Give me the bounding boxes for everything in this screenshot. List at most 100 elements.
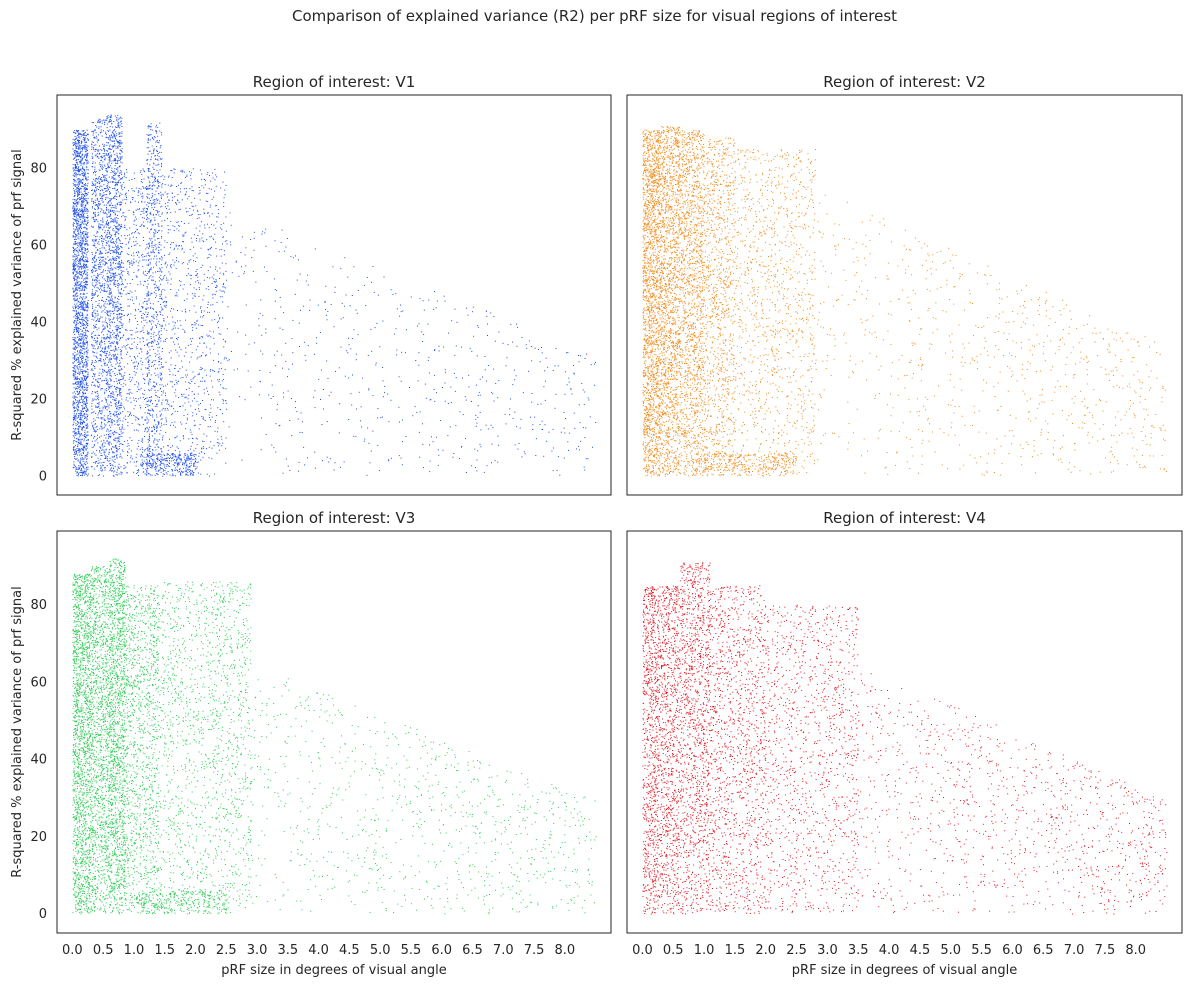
data-point (102, 119, 104, 121)
data-point (80, 383, 82, 385)
data-point (104, 347, 106, 349)
data-point (85, 470, 87, 472)
data-point (103, 338, 105, 340)
data-point (142, 168, 144, 170)
data-point (100, 469, 102, 471)
data-point (102, 310, 104, 312)
data-point (77, 400, 79, 402)
data-point (74, 186, 76, 187)
data-point (92, 398, 94, 400)
data-point (111, 396, 113, 397)
data-point (105, 346, 107, 348)
data-point (97, 406, 98, 408)
data-point (91, 426, 93, 428)
data-point (72, 236, 74, 238)
data-point (73, 378, 75, 380)
data-point (142, 186, 144, 188)
data-point (81, 428, 83, 430)
data-point (100, 423, 102, 425)
data-point (141, 254, 142, 256)
data-point (85, 403, 87, 405)
data-point (95, 279, 97, 281)
data-point (135, 237, 137, 239)
data-point (112, 171, 114, 173)
data-point (75, 283, 77, 285)
data-point (93, 331, 95, 333)
data-point (109, 335, 111, 337)
data-point (77, 378, 79, 380)
data-point (99, 407, 101, 409)
data-point (118, 166, 120, 168)
data-point (110, 435, 112, 437)
data-point (76, 272, 78, 274)
data-point (113, 211, 114, 213)
data-point (122, 177, 123, 179)
data-point (96, 391, 98, 393)
data-point (103, 184, 105, 186)
data-point (116, 133, 118, 135)
data-point (74, 144, 76, 146)
data-point (119, 328, 121, 329)
data-point (84, 146, 86, 148)
data-point (139, 389, 141, 391)
data-point (121, 162, 123, 164)
data-point (95, 320, 97, 322)
data-point (95, 180, 97, 182)
data-point (81, 256, 83, 258)
data-point (123, 334, 125, 336)
data-point (87, 363, 88, 365)
data-point (86, 154, 88, 156)
data-point (94, 334, 96, 336)
data-point (85, 173, 87, 175)
data-point (74, 212, 76, 214)
data-point (95, 171, 97, 172)
data-point (76, 206, 78, 208)
data-point (102, 380, 104, 381)
data-point (91, 130, 93, 132)
data-point (120, 262, 122, 264)
data-point (95, 284, 97, 286)
data-point (82, 422, 83, 424)
data-point (119, 392, 121, 394)
data-point (109, 404, 111, 406)
data-point (115, 234, 117, 236)
data-point (95, 238, 97, 240)
data-point (92, 206, 93, 208)
data-point (97, 120, 99, 122)
data-point (95, 431, 96, 433)
data-point (74, 203, 76, 205)
data-point (104, 391, 106, 393)
data-point (145, 259, 147, 261)
data-point (104, 258, 106, 260)
data-point (110, 358, 112, 360)
data-point (98, 182, 100, 184)
data-point (72, 310, 74, 312)
data-point (112, 188, 114, 190)
data-point (138, 209, 140, 211)
data-point (115, 162, 117, 164)
data-point (87, 387, 89, 389)
data-point (115, 450, 117, 452)
data-point (75, 434, 77, 436)
data-point (114, 159, 116, 160)
data-point (86, 425, 87, 427)
data-point (104, 454, 106, 456)
data-point (77, 359, 79, 361)
data-point (101, 289, 102, 291)
data-point (103, 155, 105, 157)
data-point (105, 177, 107, 179)
data-point (107, 187, 108, 189)
data-point (130, 450, 132, 452)
data-point (93, 213, 94, 215)
data-point (101, 235, 103, 237)
data-point (111, 470, 112, 472)
data-point (117, 162, 119, 164)
data-point (75, 383, 77, 385)
data-point (80, 319, 82, 321)
data-point (103, 227, 105, 229)
data-point (107, 386, 109, 388)
data-point (75, 271, 77, 273)
data-point (81, 179, 83, 180)
data-point (79, 466, 81, 468)
data-point (115, 337, 117, 339)
